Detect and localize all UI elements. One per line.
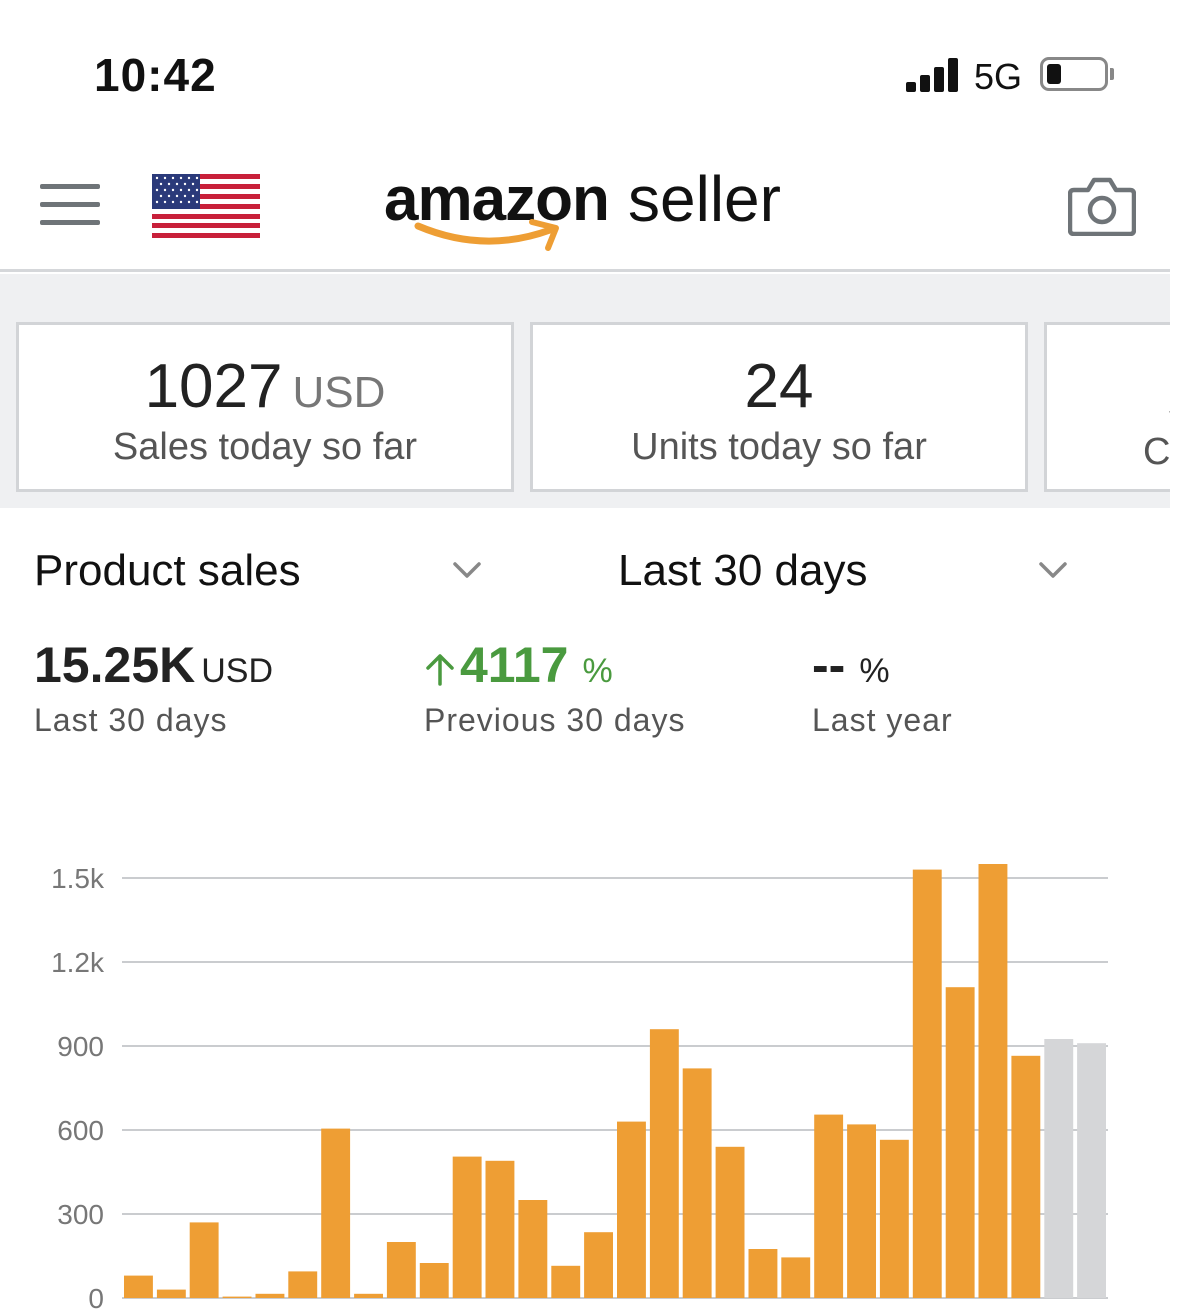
chart-bar[interactable] <box>781 1257 811 1298</box>
chart-bar[interactable] <box>321 1128 351 1298</box>
chart-bar[interactable] <box>748 1249 778 1298</box>
chart-bar[interactable] <box>485 1160 515 1298</box>
total-sales-unit: USD <box>201 652 274 690</box>
menu-icon[interactable] <box>40 184 100 226</box>
chart-bar[interactable] <box>814 1114 844 1298</box>
partial-card-value: 5 <box>1167 365 1170 436</box>
chevron-down-icon <box>1039 562 1067 578</box>
logo-brand-text: amazon <box>384 165 610 234</box>
total-sales-stat: 15.25K USD Last 30 days <box>34 636 273 739</box>
amazon-smile-icon <box>414 219 559 251</box>
chart-bar[interactable] <box>682 1068 712 1298</box>
chart-bar[interactable] <box>584 1232 613 1298</box>
logo-product-text: seller <box>628 163 781 235</box>
chart-bar[interactable] <box>617 1121 646 1298</box>
sales-today-value: 1027 <box>144 352 283 421</box>
signal-icon <box>906 58 960 92</box>
y-tick-label: 600 <box>57 1115 104 1146</box>
chart-bar[interactable] <box>945 987 975 1298</box>
y-tick-label: 0 <box>88 1283 104 1314</box>
y-tick-label: 1.5k <box>51 863 105 894</box>
chart-bar[interactable] <box>847 1124 876 1298</box>
chevron-down-icon <box>453 562 481 578</box>
battery-icon <box>1040 57 1108 91</box>
range-selector-label: Last 30 days <box>618 546 868 595</box>
last-year-label: Last year <box>812 702 953 738</box>
chart-bar[interactable] <box>1044 1039 1074 1298</box>
sales-today-label: Sales today so far <box>112 426 418 468</box>
chart-bar[interactable] <box>715 1146 745 1298</box>
status-time: 10:42 <box>94 49 217 101</box>
units-today-label: Units today so far <box>631 426 927 468</box>
chart-bar[interactable] <box>156 1289 186 1298</box>
chart-bar[interactable] <box>912 869 942 1298</box>
last-year-stat: --% Last year <box>812 636 953 739</box>
y-tick-label: 300 <box>57 1199 104 1230</box>
sales-today-card[interactable]: 1027 USD Sales today so far <box>16 322 514 492</box>
metric-cards-strip[interactable]: 1027 USD Sales today so far 24 Units toda… <box>0 274 1170 508</box>
change-value: 4117 <box>460 637 569 693</box>
arrow-up-icon <box>426 654 454 686</box>
network-type: 5G <box>974 56 1023 97</box>
chart-bar[interactable] <box>386 1242 416 1298</box>
total-sales-value: 15.25K <box>34 637 196 693</box>
sales-today-unit: USD <box>292 368 386 417</box>
units-today-card[interactable]: 24 Units today so far <box>530 322 1028 492</box>
change-label: Previous 30 days <box>424 702 686 738</box>
chart-bar[interactable] <box>288 1271 318 1298</box>
chart-bar[interactable] <box>1077 1043 1106 1298</box>
partial-card-label: C <box>1143 431 1170 473</box>
total-sales-label: Last 30 days <box>34 702 228 738</box>
chart-bar[interactable] <box>255 1293 285 1298</box>
metric-selector-label: Product sales <box>34 546 301 595</box>
amazon-seller-logo: amazon seller <box>384 160 804 251</box>
chart-bar[interactable] <box>222 1296 252 1298</box>
metric-selector[interactable]: Product sales <box>34 540 494 604</box>
chart-bar[interactable] <box>518 1200 548 1298</box>
chart-bar[interactable] <box>879 1139 909 1298</box>
chart-bar[interactable] <box>1011 1055 1041 1298</box>
y-tick-label: 1.2k <box>51 947 105 978</box>
chart-bar[interactable] <box>649 1029 679 1298</box>
status-bar: 10:42 5G <box>0 0 1184 130</box>
sales-chart-svg: 0 300 600 900 1.2k 1.5k <box>51 863 1108 1314</box>
us-flag-icon[interactable] <box>152 174 260 238</box>
chart-bar[interactable] <box>419 1263 449 1298</box>
y-tick-label: 900 <box>57 1031 104 1062</box>
change-unit: % <box>582 652 613 690</box>
chart-bar[interactable] <box>551 1265 581 1298</box>
chart-bar[interactable] <box>124 1275 153 1298</box>
last-year-value: -- <box>812 637 846 693</box>
app-header: amazon seller <box>0 130 1170 272</box>
chart-bar[interactable] <box>452 1156 482 1298</box>
range-selector[interactable]: Last 30 days <box>618 540 1078 604</box>
sales-bar-chart[interactable]: 0 300 600 900 1.2k 1.5k <box>0 840 1170 1316</box>
chart-bar[interactable] <box>978 864 1008 1298</box>
chart-bar[interactable] <box>354 1293 383 1298</box>
chart-bar[interactable] <box>189 1222 219 1298</box>
battery-cap <box>1110 68 1114 80</box>
last-year-unit: % <box>859 652 890 690</box>
units-today-value: 24 <box>744 352 814 421</box>
change-stat: 4117% Previous 30 days <box>424 636 685 739</box>
partial-metric-card[interactable]: 5 C <box>1044 322 1170 492</box>
camera-icon[interactable] <box>1067 176 1137 237</box>
